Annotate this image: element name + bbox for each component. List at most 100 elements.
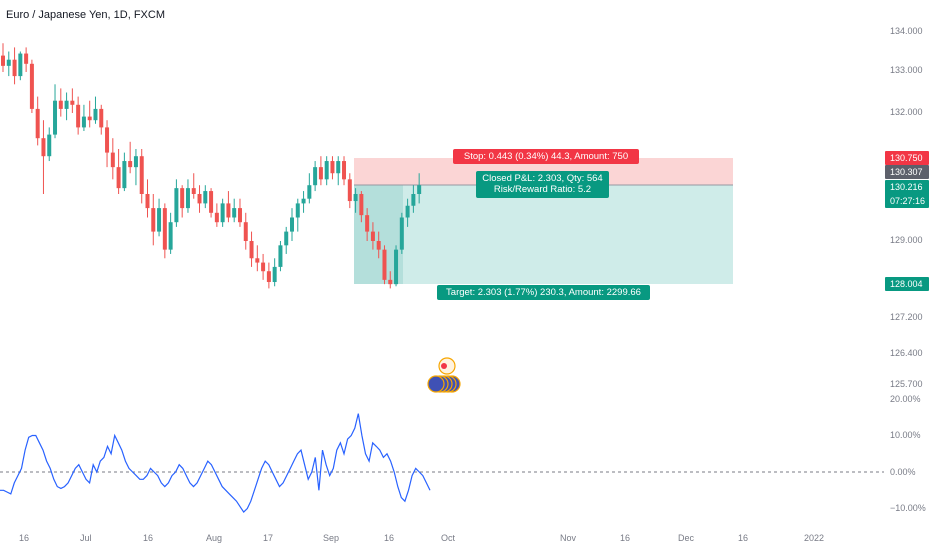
candle[interactable] xyxy=(99,104,104,135)
candle[interactable] xyxy=(197,185,202,213)
candle[interactable] xyxy=(342,156,347,186)
candle[interactable] xyxy=(87,100,92,128)
candle[interactable] xyxy=(76,96,81,135)
candle[interactable] xyxy=(295,198,300,232)
candle[interactable] xyxy=(116,149,121,194)
candle-body xyxy=(191,188,196,194)
candle-body xyxy=(330,161,335,174)
candle[interactable] xyxy=(18,51,23,81)
candle[interactable] xyxy=(243,212,248,250)
candle[interactable] xyxy=(336,156,341,186)
candle[interactable] xyxy=(232,198,237,223)
candle[interactable] xyxy=(266,262,271,289)
candle[interactable] xyxy=(226,191,231,223)
candle[interactable] xyxy=(394,245,399,287)
time-tick-label: Aug xyxy=(206,533,222,543)
candle-body xyxy=(359,194,364,216)
candle-body xyxy=(370,231,375,241)
candle-body xyxy=(76,104,81,128)
candle[interactable] xyxy=(272,258,277,287)
candle[interactable] xyxy=(12,47,17,85)
candle[interactable] xyxy=(214,203,219,227)
target-zone[interactable] xyxy=(354,185,733,284)
candle[interactable] xyxy=(162,203,167,259)
candle[interactable] xyxy=(405,198,410,227)
candle[interactable] xyxy=(318,156,323,186)
candle[interactable] xyxy=(365,208,370,241)
candle[interactable] xyxy=(203,185,208,209)
candle[interactable] xyxy=(313,161,318,192)
candle[interactable] xyxy=(278,241,283,272)
oscillator-tick-label: −10.00% xyxy=(890,503,926,513)
candle[interactable] xyxy=(47,127,52,162)
candle[interactable] xyxy=(29,59,34,113)
candle[interactable] xyxy=(64,92,69,121)
candle[interactable] xyxy=(324,156,329,186)
economic-event-icon[interactable] xyxy=(427,375,445,393)
candle[interactable] xyxy=(145,179,150,218)
event-markers[interactable] xyxy=(427,357,461,393)
candle[interactable] xyxy=(128,141,133,174)
candle[interactable] xyxy=(185,179,190,213)
candle[interactable] xyxy=(122,152,127,192)
pnl-label-bg xyxy=(476,171,609,198)
candle[interactable] xyxy=(139,149,144,204)
candle[interactable] xyxy=(417,173,422,204)
candle[interactable] xyxy=(353,188,358,213)
candle[interactable] xyxy=(255,245,260,272)
candle-body xyxy=(290,217,294,232)
candle[interactable] xyxy=(180,185,185,218)
candle[interactable] xyxy=(81,104,86,131)
price-tick-label: 133.000 xyxy=(890,65,923,75)
candle[interactable] xyxy=(249,231,254,267)
candle[interactable] xyxy=(382,245,387,285)
candle-body xyxy=(47,134,52,157)
price-tick-label: 134.000 xyxy=(890,26,923,36)
candle[interactable] xyxy=(399,212,404,254)
candle[interactable] xyxy=(70,88,75,113)
candle[interactable] xyxy=(157,198,162,237)
candle[interactable] xyxy=(307,173,312,204)
candle[interactable] xyxy=(290,208,294,241)
candle[interactable] xyxy=(347,173,352,209)
candle[interactable] xyxy=(388,271,393,289)
stop-price-tag[interactable]: 130.750 xyxy=(885,151,929,165)
candle[interactable] xyxy=(301,191,306,213)
candle[interactable] xyxy=(168,212,173,254)
candle[interactable] xyxy=(105,120,110,168)
candle[interactable] xyxy=(220,198,225,227)
candle[interactable] xyxy=(284,226,289,254)
candle[interactable] xyxy=(35,96,40,146)
oscillator-tick-label: 20.00% xyxy=(890,394,921,404)
close-price-tag[interactable]: 130.307 xyxy=(885,165,929,179)
target-price-tag[interactable]: 128.004 xyxy=(885,277,929,291)
candle[interactable] xyxy=(261,253,266,280)
candle[interactable] xyxy=(237,198,242,227)
candle[interactable] xyxy=(1,43,5,72)
candle[interactable] xyxy=(359,191,364,223)
candle[interactable] xyxy=(6,51,11,77)
candle[interactable] xyxy=(174,179,179,227)
candle[interactable] xyxy=(191,173,196,199)
candle[interactable] xyxy=(110,138,115,180)
candle-body xyxy=(417,185,422,194)
candle[interactable] xyxy=(41,120,46,194)
pnl-label-text: Risk/Reward Ratio: 5.2 xyxy=(494,184,591,195)
candle[interactable] xyxy=(58,88,63,117)
stop-label[interactable]: Stop: 0.443 (0.34%) 44.3, Amount: 750 xyxy=(453,149,639,164)
candle[interactable] xyxy=(24,47,29,72)
candle[interactable] xyxy=(376,231,381,259)
candle[interactable] xyxy=(370,222,375,250)
candle[interactable] xyxy=(53,84,58,139)
target-label[interactable]: Target: 2.303 (1.77%) 230.3, Amount: 229… xyxy=(437,285,650,300)
candle[interactable] xyxy=(151,194,156,246)
candle[interactable] xyxy=(93,96,98,124)
candle[interactable] xyxy=(411,185,416,213)
candle[interactable] xyxy=(133,149,138,186)
candle[interactable] xyxy=(330,156,335,180)
price-tick-label: 129.000 xyxy=(890,235,923,245)
candle[interactable] xyxy=(209,188,214,218)
